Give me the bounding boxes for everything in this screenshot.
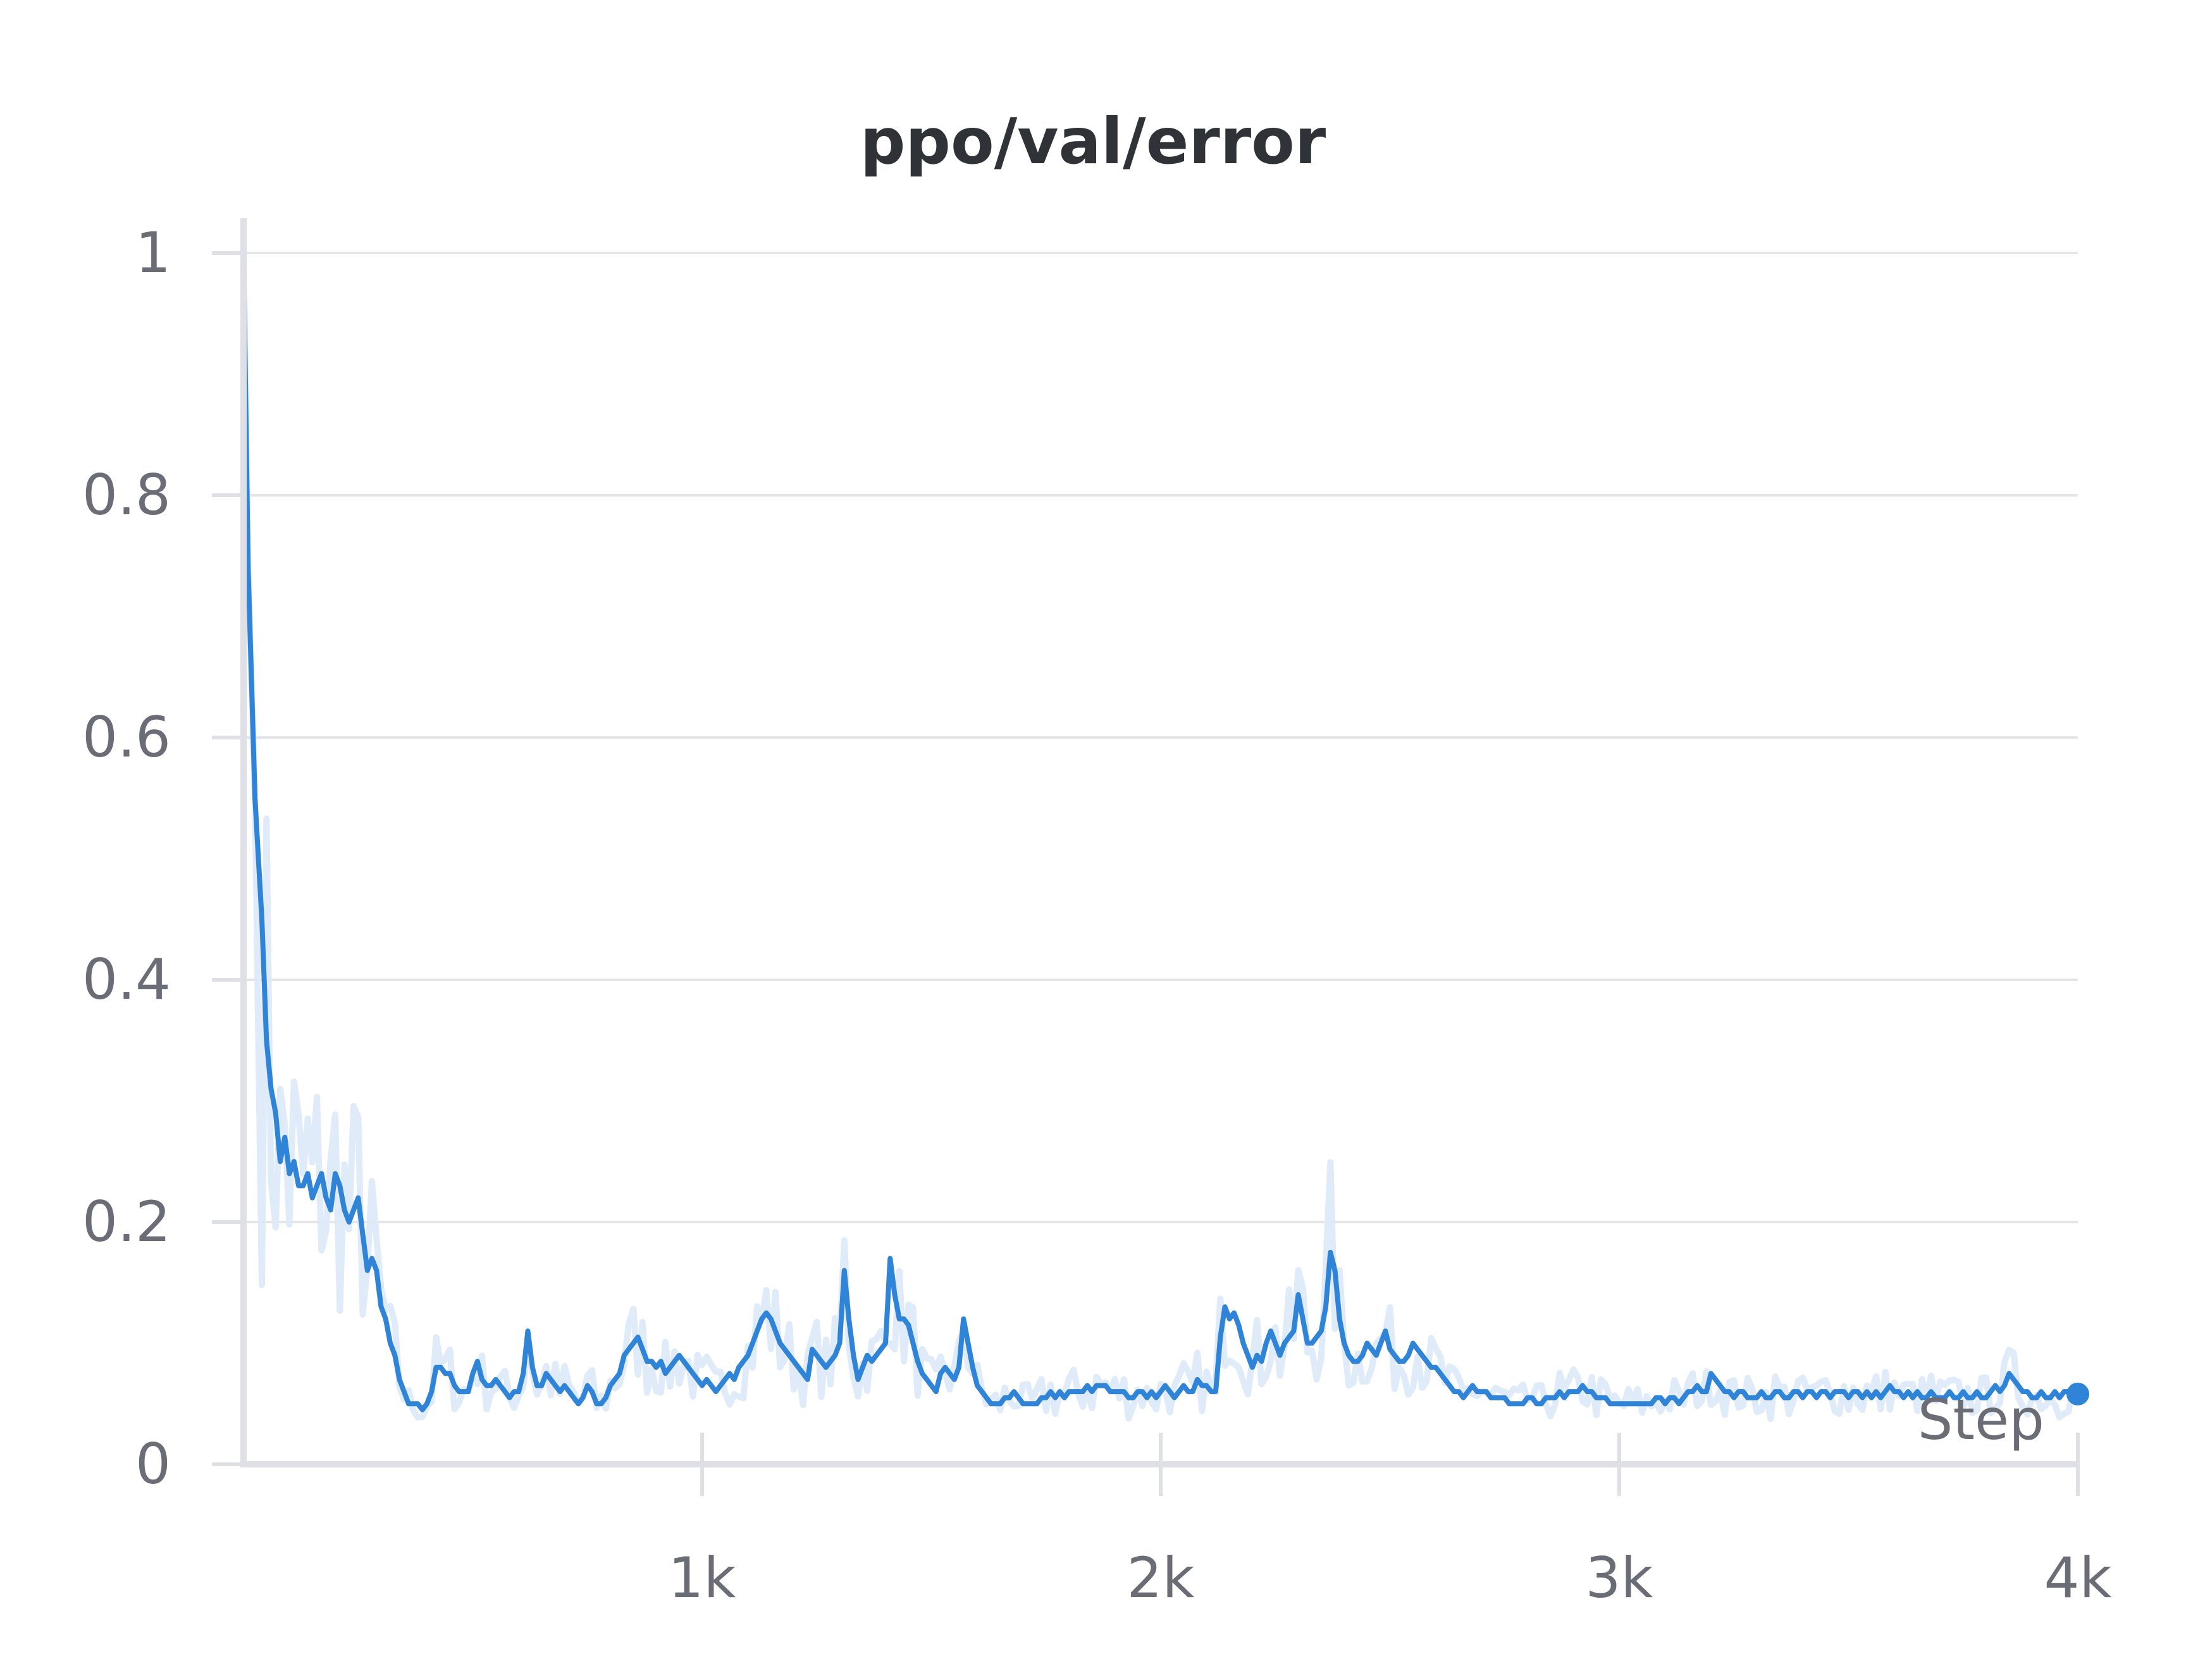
y-tick-label: 0.2 <box>82 1189 171 1254</box>
y-tick-label: 0 <box>135 1431 171 1497</box>
axes <box>212 218 2080 1496</box>
raw-series-line <box>240 252 2081 1423</box>
x-tick-label: 1k <box>669 1545 736 1610</box>
x-tick-label: 2k <box>1127 1545 1195 1610</box>
chart-title: ppo/val/error <box>860 104 1326 178</box>
y-tick-label: 0.4 <box>82 947 171 1012</box>
y-tick-label: 0.8 <box>82 462 171 528</box>
raw-series-layer <box>240 252 2081 1423</box>
grid-lines <box>244 252 2078 1223</box>
x-tick-label: 4k <box>2044 1545 2112 1610</box>
smoothed-series-layer <box>241 250 2089 1412</box>
x-tick-label: 3k <box>1586 1545 1653 1610</box>
y-tick-label: 0.6 <box>82 705 171 770</box>
series-end-point <box>2066 1382 2089 1405</box>
tick-labels: 0 0.2 0.4 0.6 0.8 1 1k 2k 3k 4k <box>82 220 2111 1610</box>
x-axis-label: Step <box>1918 1387 2044 1452</box>
series-line <box>241 250 2080 1412</box>
y-tick-label: 1 <box>135 220 171 285</box>
